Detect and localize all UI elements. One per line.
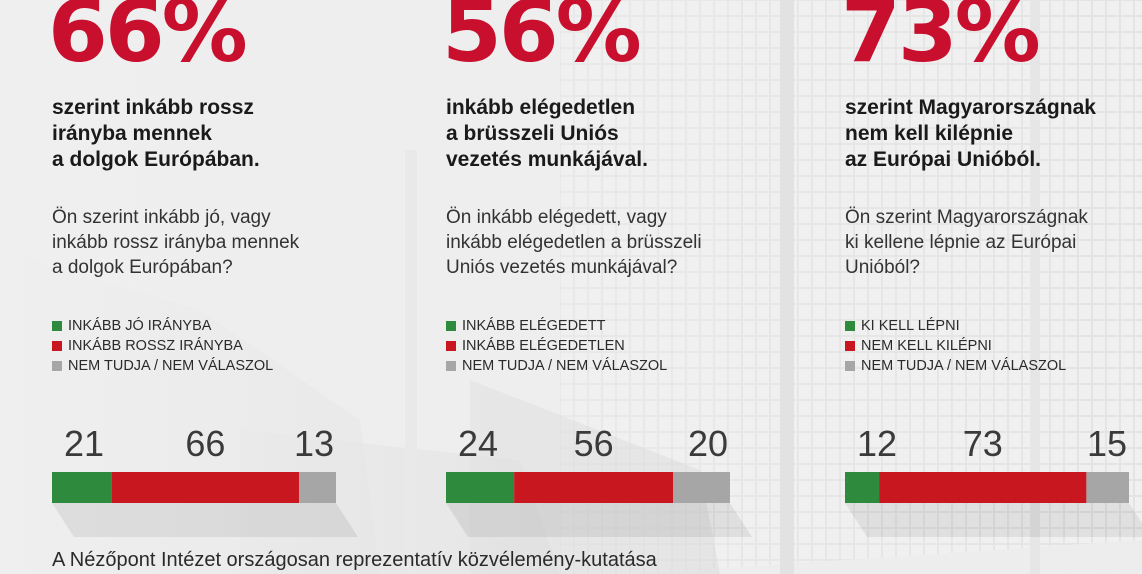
legend-item: INKÁBB ROSSZ IRÁNYBA [52, 336, 342, 356]
question-line: Unióból? [845, 257, 920, 278]
question-line: a dolgok Európában? [52, 257, 233, 278]
question-line: inkább elégedetlen a brüsszeli [446, 232, 702, 253]
headline-line: az Európai Unióból. [845, 148, 1042, 171]
legend-swatch [52, 361, 62, 371]
value-label-1: 24 [458, 423, 498, 464]
headline-text: szerint Magyarországnak nem kell kilépnie… [845, 95, 1142, 173]
value-label-3: 15 [1087, 423, 1127, 464]
legend-label: NEM TUDJA / NEM VÁLASZOL [462, 358, 668, 374]
survey-question: Ön inkább elégedett, vagy inkább elégedet… [446, 205, 746, 280]
legend-swatch [446, 361, 456, 371]
headline-percentage: 73% [841, 0, 1041, 82]
legend-swatch [845, 341, 855, 351]
bar-shadow [446, 503, 752, 537]
legend-swatch [446, 321, 456, 331]
bar-segment-2 [111, 472, 300, 503]
legend: INKÁBB JÓ IRÁNYBA INKÁBB ROSSZ IRÁNYBA NEM… [52, 316, 342, 376]
bar-segment-1 [446, 472, 515, 503]
legend-swatch [446, 341, 456, 351]
bar-segment-3 [299, 472, 336, 503]
headline-percentage: 66% [48, 0, 248, 82]
legend-label: INKÁBB ELÉGEDETT [462, 318, 606, 334]
legend-label: NEM KELL KILÉPNI [861, 338, 992, 354]
question-line: Ön inkább elégedett, vagy [446, 207, 667, 228]
legend-swatch [845, 361, 855, 371]
legend-item: NEM TUDJA / NEM VÁLASZOL [845, 356, 1135, 376]
headline-line: szerint Magyarországnak [845, 96, 1096, 119]
legend-item: INKÁBB ELÉGEDETT [446, 316, 736, 336]
headline-line: a dolgok Európában. [52, 148, 260, 171]
stacked-bar-chart: 24 56 20 [446, 423, 752, 537]
legend-item: INKÁBB ELÉGEDETLEN [446, 336, 736, 356]
value-label-1: 12 [857, 423, 897, 464]
legend-item: INKÁBB JÓ IRÁNYBA [52, 316, 342, 336]
question-line: inkább rossz irányba mennek [52, 232, 300, 253]
bar-segment-1 [845, 472, 880, 503]
legend-item: NEM TUDJA / NEM VÁLASZOL [52, 356, 342, 376]
legend: INKÁBB ELÉGEDETT INKÁBB ELÉGEDETLEN NEM TU… [446, 316, 736, 376]
question-line: Ön szerint inkább jó, vagy [52, 207, 271, 228]
headline-line: vezetés munkájával. [446, 148, 648, 171]
headline-line: irányba mennek [52, 122, 212, 145]
survey-question: Ön szerint inkább jó, vagy inkább rossz i… [52, 205, 352, 280]
headline-line: a brüsszeli Uniós [446, 122, 619, 145]
value-label-1: 21 [64, 423, 104, 464]
question-line: Ön szerint Magyarországnak [845, 207, 1088, 228]
legend-item: KI KELL LÉPNI [845, 316, 1135, 336]
legend: KI KELL LÉPNI NEM KELL KILÉPNI NEM TUDJA /… [845, 316, 1135, 376]
headline-text: inkább elégedetlen a brüsszeli Uniós vezet… [446, 95, 746, 173]
bar-segment-2 [514, 472, 674, 503]
bar-segment-3 [1086, 472, 1129, 503]
question-line: Uniós vezetés munkájával? [446, 257, 678, 278]
legend-label: INKÁBB ROSSZ IRÁNYBA [68, 338, 243, 354]
bar-segment-1 [52, 472, 112, 503]
legend-label: NEM TUDJA / NEM VÁLASZOL [68, 358, 274, 374]
legend-item: NEM TUDJA / NEM VÁLASZOL [446, 356, 736, 376]
value-label-2: 73 [963, 423, 1003, 464]
legend-swatch [52, 341, 62, 351]
stacked-bar-chart: 21 66 13 [52, 423, 358, 537]
legend-swatch [845, 321, 855, 331]
headline-line: nem kell kilépnie [845, 122, 1014, 145]
bar-shadow [845, 503, 1142, 537]
stacked-bar-chart: 12 73 15 [845, 423, 1142, 537]
survey-question: Ön szerint Magyarországnak ki kellene lép… [845, 205, 1142, 280]
legend-label: INKÁBB ELÉGEDETLEN [462, 338, 625, 354]
legend-swatch [52, 321, 62, 331]
bar-segment-3 [673, 472, 730, 503]
value-label-2: 56 [574, 423, 614, 464]
legend-label: KI KELL LÉPNI [861, 318, 960, 334]
footer-note: A Nézőpont Intézet országosan reprezenta… [52, 549, 657, 571]
headline-line: inkább elégedetlen [446, 96, 636, 119]
headline-text: szerint inkább rossz irányba mennek a dolg… [52, 95, 352, 173]
legend-item: NEM KELL KILÉPNI [845, 336, 1135, 356]
headline-line: szerint inkább rossz [52, 96, 254, 119]
value-label-3: 20 [688, 423, 728, 464]
legend-label: INKÁBB JÓ IRÁNYBA [68, 318, 212, 334]
value-label-3: 13 [294, 423, 334, 464]
bar-shadow [52, 503, 358, 537]
question-line: ki kellene lépnie az Európai [845, 232, 1077, 253]
value-label-2: 66 [185, 423, 225, 464]
headline-percentage: 56% [442, 0, 642, 82]
bar-segment-2 [879, 472, 1087, 503]
legend-label: NEM TUDJA / NEM VÁLASZOL [861, 358, 1067, 374]
